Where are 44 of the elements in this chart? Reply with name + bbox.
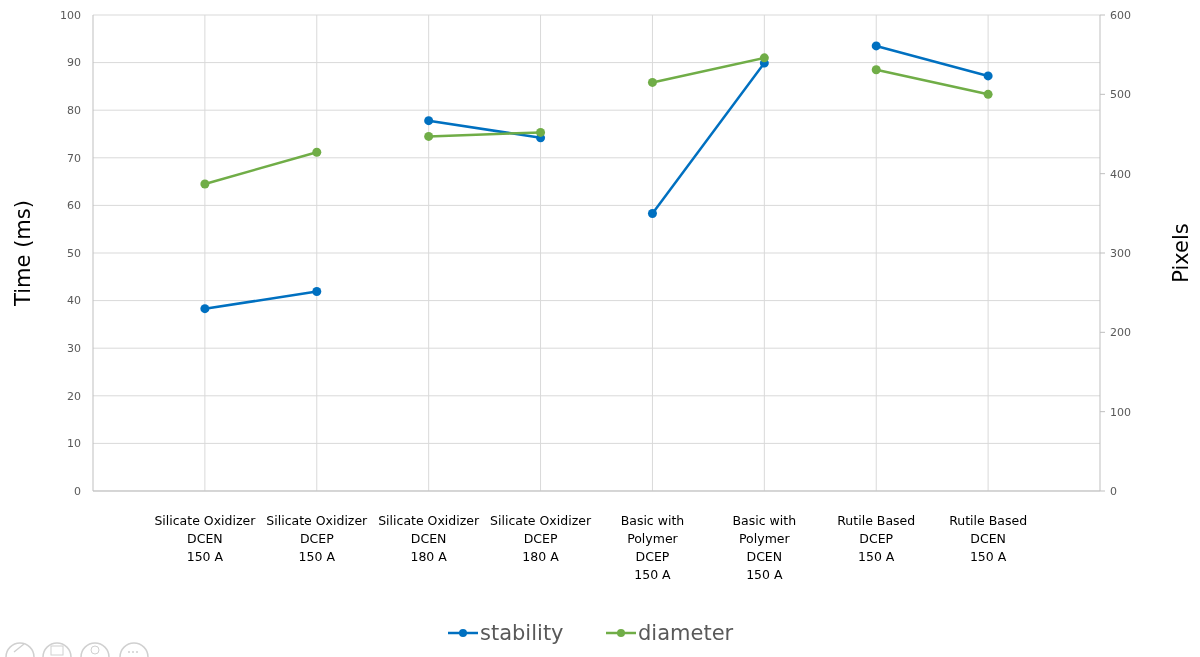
x-tick-label: Silicate Oxidizer DCEP 150 A — [266, 513, 369, 564]
legend-label: stability — [480, 621, 564, 646]
x-tick-label: Rutile Based DCEP 150 A — [837, 513, 916, 564]
point — [983, 71, 993, 81]
y-axis-title: Time (ms) — [11, 200, 35, 307]
y-tick-label: 50 — [67, 246, 81, 260]
y2-tick-label: 400 — [1110, 167, 1131, 181]
point — [200, 179, 210, 189]
x-tick-label: Rutile Based DCEN 150 A — [949, 513, 1028, 564]
y2-tick-label: 100 — [1110, 405, 1131, 419]
y2-tick-label: 0 — [1110, 484, 1117, 498]
point — [424, 131, 434, 141]
y-tick-label: 80 — [67, 104, 81, 118]
point — [536, 127, 546, 137]
point — [312, 287, 322, 297]
legend-label: diameter — [638, 621, 734, 646]
y2-tick-label: 300 — [1110, 246, 1131, 260]
point — [312, 147, 322, 157]
y-tick-label: 0 — [74, 484, 81, 498]
y2-tick-label: 200 — [1110, 326, 1131, 340]
y-tick-label: 60 — [67, 199, 81, 213]
point — [759, 53, 769, 63]
x-tick-label: Basic with Polymer DCEN 150 A — [732, 513, 797, 582]
point — [647, 208, 657, 218]
y-tick-label: 70 — [67, 151, 81, 165]
point — [983, 89, 993, 99]
point — [647, 77, 657, 87]
y-tick-label: 100 — [60, 8, 81, 22]
y2-tick-label: 600 — [1110, 8, 1131, 22]
point — [424, 116, 434, 126]
y-tick-label: 90 — [67, 56, 81, 70]
x-tick-label: Silicate Oxidizer DCEP 180 A — [490, 513, 592, 564]
point — [871, 41, 881, 51]
x-tick-label: Silicate Oxidizer DCEN 180 A — [378, 513, 480, 564]
point — [200, 304, 210, 314]
x-tick-label: Silicate Oxidizer DCEN 150 A — [154, 513, 257, 564]
y-tick-label: 40 — [67, 294, 81, 308]
y-tick-label: 30 — [67, 342, 81, 356]
y2-tick-label: 500 — [1110, 88, 1131, 102]
y2-axis-title: Pixels — [1169, 223, 1193, 283]
y-tick-label: 10 — [67, 437, 81, 451]
x-tick-label: Basic with Polymer DCEP 150 A — [620, 513, 685, 582]
y-tick-label: 20 — [67, 389, 81, 403]
point — [871, 65, 881, 75]
